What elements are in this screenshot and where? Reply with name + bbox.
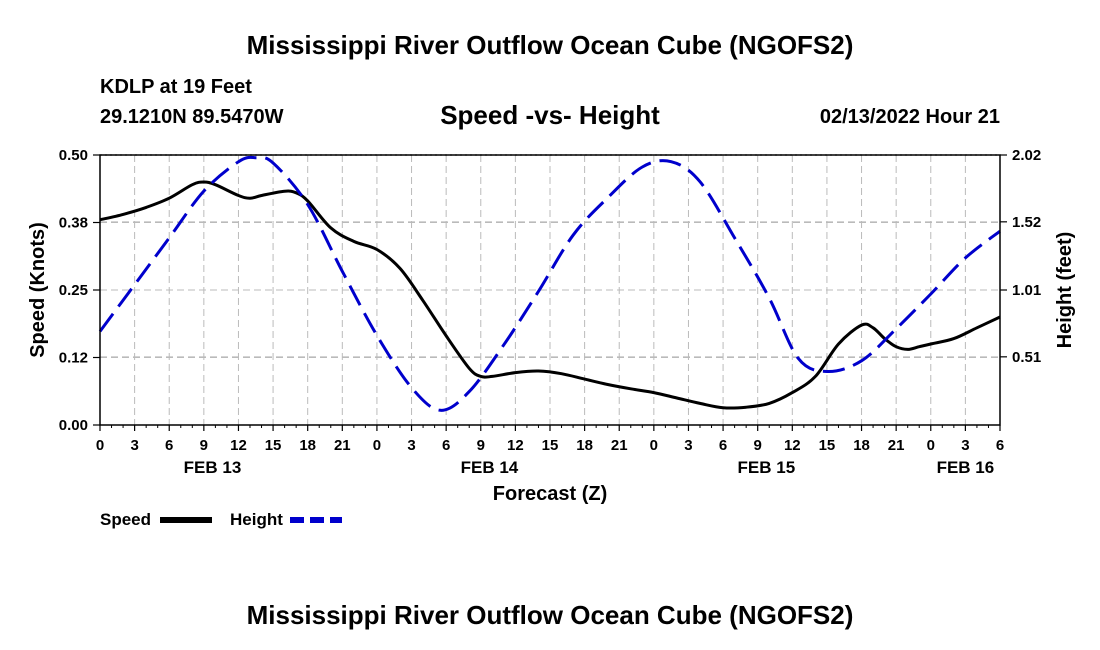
y-right-tick-label: 1.52 [1012,214,1041,231]
x-tick-label: 6 [719,437,727,454]
date-label: FEB 15 [738,458,796,477]
x-tick-label: 6 [996,437,1004,454]
x-tick-label: 0 [927,437,935,454]
x-tick-label: 15 [542,437,559,454]
x-tick-label: 0 [96,437,104,454]
series-layer [98,155,1001,412]
x-tick-label: 18 [576,437,593,454]
y-left-tick-label: 0.50 [59,147,88,164]
y-left-tick-label: 0.38 [59,215,88,232]
legend-speed-label: Speed [100,510,151,529]
y-left-tick-label: 0.00 [59,417,88,434]
station-coordinates: 29.1210N 89.5470W [100,106,284,128]
station-label: KDLP at 19 Feet [100,76,252,98]
x-tick-label: 12 [507,437,524,454]
x-tick-label: 21 [334,437,351,454]
date-label: FEB 14 [461,458,519,477]
y-left-tick-label: 0.25 [59,282,88,299]
y-left-tick-label: 0.12 [59,350,88,367]
x-tick-label: 15 [819,437,836,454]
y-right-tick-label: 1.01 [1012,282,1041,299]
x-tick-label: 21 [611,437,628,454]
x-tick-label: 3 [407,437,415,454]
x-tick-label: 21 [888,437,905,454]
grid-layer [100,154,1000,425]
x-tick-label: 9 [754,437,762,454]
x-tick-label: 15 [265,437,282,454]
series-speed-line [99,180,1001,410]
axis-layer: 0 3 6 9 12 15 18 21 0 3 6 9 12 15 18 21 0 3 6 9 12 15 18 21 0 3 6F… [59,147,1041,477]
x-tick-label: 6 [165,437,173,454]
legend: Speed Height [100,510,342,529]
forecast-datetime: 02/13/2022 Hour 21 [819,106,1000,128]
x-axis-title: Forecast (Z) [493,483,607,505]
footer-title: Mississippi River Outflow Ocean Cube (NG… [246,600,854,630]
x-tick-label: 18 [299,437,316,454]
date-label: FEB 13 [184,458,242,477]
x-tick-label: 3 [961,437,969,454]
x-tick-label: 12 [784,437,801,454]
date-label: FEB 16 [937,458,995,477]
y-right-tick-label: 2.02 [1012,147,1041,164]
y-right-tick-label: 0.51 [1012,349,1041,366]
main-title: Mississippi River Outflow Ocean Cube (NG… [246,30,854,60]
x-tick-label: 12 [230,437,247,454]
x-tick-label: 6 [442,437,450,454]
x-tick-label: 0 [650,437,658,454]
chart-subtitle: Speed -vs- Height [440,100,660,130]
x-tick-label: 3 [130,437,138,454]
x-tick-label: 9 [477,437,485,454]
x-tick-label: 18 [853,437,870,454]
x-tick-label: 0 [373,437,381,454]
x-tick-label: 3 [684,437,692,454]
series-height-line [98,155,1001,412]
y-right-axis-title: Height (feet) [1054,232,1076,349]
y-left-axis-title: Speed (Knots) [27,222,49,358]
x-tick-label: 9 [200,437,208,454]
legend-height-label: Height [230,510,283,529]
